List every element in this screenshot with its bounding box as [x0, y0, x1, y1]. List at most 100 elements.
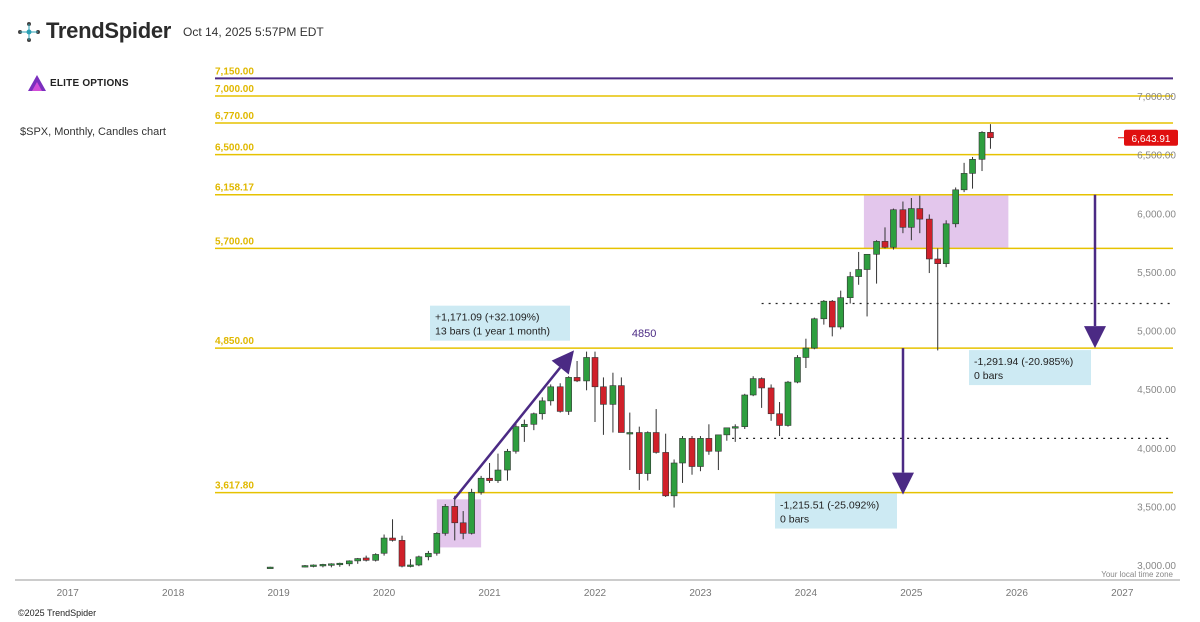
last-price-label: 6,643.91: [1132, 134, 1171, 145]
candle: [715, 434, 722, 471]
x-tick-label: 2023: [689, 588, 712, 599]
candle: [846, 271, 854, 304]
level-label: 3,617.80: [215, 481, 254, 492]
candle-body: [512, 426, 520, 452]
zone-2024-range: [863, 194, 1009, 249]
candle-body: [749, 378, 757, 396]
local-time-note: Your local time zone: [1101, 570, 1173, 579]
candle: [389, 519, 396, 542]
candle-body: [679, 438, 686, 464]
candle: [776, 402, 783, 437]
candle: [547, 384, 555, 406]
candle: [354, 557, 362, 564]
measure-mid-box: -1,215.51 (-25.092%) 0 bars: [775, 493, 897, 529]
candle-body: [618, 385, 625, 433]
candle: [301, 565, 309, 568]
measure-up-box: +1,171.09 (+32.109%) 13 bars (1 year 1 mo…: [430, 305, 570, 341]
candle-body: [494, 469, 502, 481]
candle-body: [873, 241, 880, 255]
candle-body: [987, 132, 994, 139]
candle-body: [802, 347, 810, 358]
candle-body: [846, 276, 854, 298]
level-label: 7,000.00: [215, 84, 254, 95]
elite-options-logo-icon: [28, 75, 46, 91]
candle-body: [486, 477, 493, 481]
candle: [398, 535, 406, 568]
candle: [794, 355, 801, 384]
arrow-down-mid: [892, 348, 914, 495]
candle: [328, 563, 335, 568]
candle: [749, 376, 757, 397]
measure-box-bg: [969, 350, 1091, 386]
candle: [486, 462, 493, 483]
candle-body: [855, 269, 862, 277]
candle-body: [820, 300, 828, 320]
candle: [618, 377, 625, 433]
x-tick-label: 2024: [795, 588, 818, 599]
candle-body: [978, 132, 986, 160]
candle: [767, 384, 775, 421]
candle-body: [441, 506, 449, 534]
candle-body: [609, 385, 617, 405]
measure-box-text: -1,215.51 (-25.092%): [780, 500, 879, 512]
level-label: 7,150.00: [215, 66, 254, 77]
candle-body: [881, 241, 889, 248]
candle-body: [705, 438, 713, 452]
candle: [372, 553, 379, 562]
candle-body: [767, 387, 775, 415]
candle: [336, 562, 344, 567]
candle-body: [960, 173, 968, 191]
candle-body: [433, 533, 441, 554]
candle-body: [644, 432, 652, 474]
candle-body: [899, 209, 907, 228]
level-label: 6,500.00: [215, 143, 254, 154]
candle: [952, 187, 959, 228]
x-tick-label: 2017: [57, 588, 80, 599]
y-tick-label: 3,500.00: [1137, 502, 1176, 513]
candle-body: [459, 522, 467, 534]
candle: [591, 351, 599, 422]
candle: [600, 377, 607, 435]
y-tick-label: 3,000.00: [1137, 561, 1176, 572]
candle: [758, 377, 765, 408]
candle: [705, 424, 713, 455]
candle-body: [758, 378, 765, 389]
x-tick-label: 2027: [1111, 588, 1134, 599]
candle-body: [741, 394, 749, 427]
candle: [802, 338, 810, 369]
candle: [565, 376, 572, 415]
candle-body: [942, 223, 950, 264]
x-tick-label: 2018: [162, 588, 185, 599]
measure-right-box: -1,291.94 (-20.985%) 0 bars: [969, 350, 1091, 386]
candle: [583, 351, 590, 391]
candle: [679, 436, 686, 483]
candle: [310, 564, 317, 568]
last-price-tag: [1124, 129, 1178, 146]
candle-body: [389, 537, 396, 541]
candle-body: [662, 452, 669, 497]
candle-body: [336, 562, 344, 566]
candle: [521, 419, 528, 442]
candle-body: [477, 477, 485, 493]
candle-body: [723, 427, 731, 436]
candle-body: [784, 381, 792, 426]
candle: [916, 195, 924, 234]
candle: [433, 532, 441, 556]
candle: [635, 426, 643, 490]
candle: [609, 372, 617, 433]
candle-body: [345, 560, 353, 565]
candle-body: [425, 552, 432, 558]
candle-body: [319, 564, 327, 567]
candle: [530, 412, 538, 431]
arrow-shaft: [453, 366, 562, 501]
candle-body: [504, 450, 511, 471]
candle-body: [556, 386, 564, 412]
y-tick-label: 6,000.00: [1137, 209, 1176, 220]
candle: [538, 397, 546, 420]
candle: [881, 227, 889, 249]
candle-body: [530, 413, 538, 425]
candle: [731, 424, 739, 442]
candle-body: [969, 159, 976, 174]
candle: [934, 248, 942, 351]
